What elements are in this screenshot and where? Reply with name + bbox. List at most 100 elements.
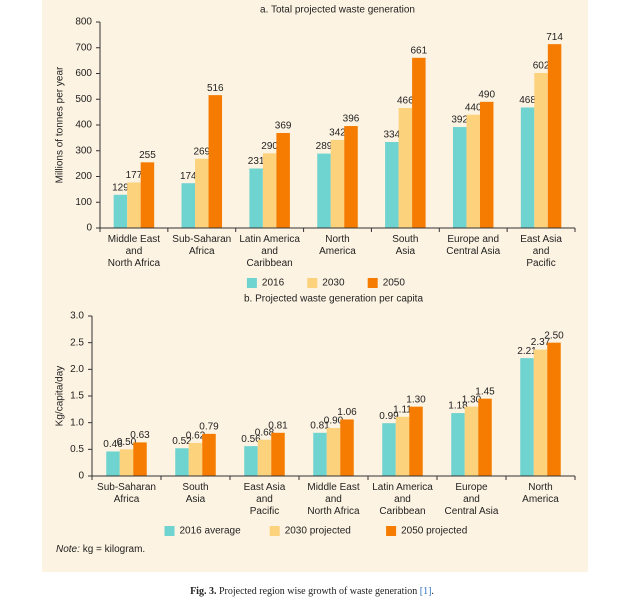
x-tick-label-box: Middle East and North Africa bbox=[107, 234, 161, 269]
x-tick-label: Sub-Saharan Africa bbox=[172, 234, 232, 257]
bar bbox=[547, 44, 562, 228]
data-label: 1.06 bbox=[337, 407, 357, 418]
bar bbox=[113, 194, 128, 228]
x-tick-label-box: Latin America and Caribbean bbox=[239, 234, 300, 269]
x-tick-label-box: East Asia and Pacific bbox=[520, 234, 562, 269]
data-label: 0.79 bbox=[199, 422, 219, 433]
x-tick-label: South Asia bbox=[182, 482, 209, 505]
x-tick-label: East Asia and Pacific bbox=[243, 482, 286, 517]
bar bbox=[385, 141, 399, 228]
caption-ref[interactable]: [1] bbox=[419, 586, 432, 597]
y-tick-label: 600 bbox=[75, 68, 92, 79]
data-label: 0.50 bbox=[117, 437, 137, 448]
data-label: 0.63 bbox=[130, 430, 150, 441]
bar bbox=[133, 442, 147, 476]
y-tick-label: 400 bbox=[75, 120, 92, 131]
x-tick-label: North America bbox=[522, 482, 559, 505]
caption: Fig. 3. Projected region wise growth of … bbox=[0, 586, 624, 597]
data-label: 369 bbox=[275, 121, 292, 132]
data-label: 289 bbox=[316, 141, 333, 152]
data-label: 2.50 bbox=[544, 330, 564, 341]
x-tick-label-box: Europe and Central Asia bbox=[445, 482, 499, 517]
x-tick-label-box: Middle East and North Africa bbox=[307, 482, 360, 517]
bar bbox=[195, 158, 209, 228]
x-tick-label: Middle East and North Africa bbox=[307, 482, 360, 517]
bar bbox=[317, 153, 331, 228]
bar bbox=[244, 446, 258, 476]
bar bbox=[520, 358, 534, 476]
legend-swatch bbox=[386, 526, 397, 536]
y-tick-label: 1.5 bbox=[70, 391, 84, 402]
y-tick-label: 800 bbox=[75, 17, 92, 28]
caption-label: Fig. 3. bbox=[190, 586, 217, 597]
x-tick-label-box: Europe and Central Asia bbox=[446, 234, 501, 257]
bar bbox=[208, 95, 223, 228]
bar bbox=[398, 108, 413, 228]
data-label: 602 bbox=[533, 61, 550, 72]
data-label: 0.81 bbox=[268, 420, 288, 431]
bar bbox=[127, 182, 141, 228]
x-tick-label: Latin America and Caribbean bbox=[372, 482, 433, 517]
bar bbox=[534, 72, 548, 228]
data-label: 516 bbox=[207, 83, 224, 94]
data-label: 0.46 bbox=[103, 439, 123, 450]
x-tick-label: South Asia bbox=[392, 234, 419, 257]
data-label: 440 bbox=[465, 102, 482, 113]
data-label: 174 bbox=[180, 171, 197, 182]
y-axis-label: Kg/capita/day bbox=[55, 366, 66, 427]
x-tick-label: Europe and Central Asia bbox=[446, 234, 501, 257]
data-label: 129 bbox=[112, 182, 129, 193]
y-tick-label: 500 bbox=[75, 94, 92, 105]
bar bbox=[520, 107, 535, 228]
legend-label: 2030 bbox=[322, 278, 345, 289]
data-label: 490 bbox=[478, 89, 495, 100]
data-label: 0.56 bbox=[241, 434, 261, 445]
data-label: 1.18 bbox=[448, 401, 468, 412]
x-tick-label-box: South Asia bbox=[392, 234, 419, 257]
note: Note: kg = kilogram. bbox=[56, 544, 145, 555]
bar bbox=[257, 439, 272, 476]
legend-swatch bbox=[269, 526, 280, 536]
legend-label: 2050 bbox=[383, 278, 406, 289]
legend-swatch bbox=[246, 278, 257, 288]
x-tick-label: Sub-Saharan Africa bbox=[97, 482, 156, 505]
data-label: 661 bbox=[411, 45, 428, 56]
data-label: 392 bbox=[451, 115, 468, 126]
data-label: 269 bbox=[193, 146, 210, 157]
bar bbox=[175, 448, 189, 476]
note-text: kg = kilogram. bbox=[82, 544, 146, 555]
legend-swatch bbox=[164, 526, 175, 536]
bar bbox=[451, 413, 465, 476]
legend-swatch bbox=[307, 278, 318, 288]
chart-title: b. Projected waste generation per capita bbox=[244, 294, 423, 305]
bar bbox=[344, 126, 358, 228]
y-tick-label: 3.0 bbox=[70, 311, 84, 322]
bar bbox=[276, 132, 290, 228]
data-label: 468 bbox=[519, 95, 536, 106]
data-label: 255 bbox=[139, 150, 156, 161]
y-tick-label: 0.5 bbox=[70, 444, 84, 455]
bar bbox=[412, 57, 426, 229]
caption-end: . bbox=[431, 586, 434, 597]
data-label: 0.68 bbox=[255, 427, 275, 438]
bar bbox=[262, 153, 277, 228]
y-tick-label: 1.0 bbox=[70, 417, 84, 428]
bar bbox=[395, 416, 410, 476]
data-label: 714 bbox=[546, 32, 563, 43]
y-tick-label: 0 bbox=[86, 223, 92, 234]
x-tick-label-box: Latin America and Caribbean bbox=[372, 482, 433, 517]
data-label: 290 bbox=[261, 141, 278, 152]
data-label: 0.52 bbox=[172, 436, 192, 447]
note-label: Note: bbox=[56, 544, 80, 555]
legend-label: 2016 bbox=[262, 278, 285, 289]
x-tick-label-box: North America bbox=[522, 482, 559, 505]
x-tick-label: Middle East and North Africa bbox=[107, 234, 161, 269]
data-label: 177 bbox=[126, 170, 143, 181]
legend-label: 2050 projected bbox=[401, 526, 467, 537]
bar bbox=[181, 183, 196, 228]
chart-title: a. Total projected waste generation bbox=[260, 5, 415, 16]
bar bbox=[340, 419, 354, 476]
y-tick-label: 0 bbox=[78, 471, 84, 482]
data-label: 334 bbox=[384, 130, 401, 141]
